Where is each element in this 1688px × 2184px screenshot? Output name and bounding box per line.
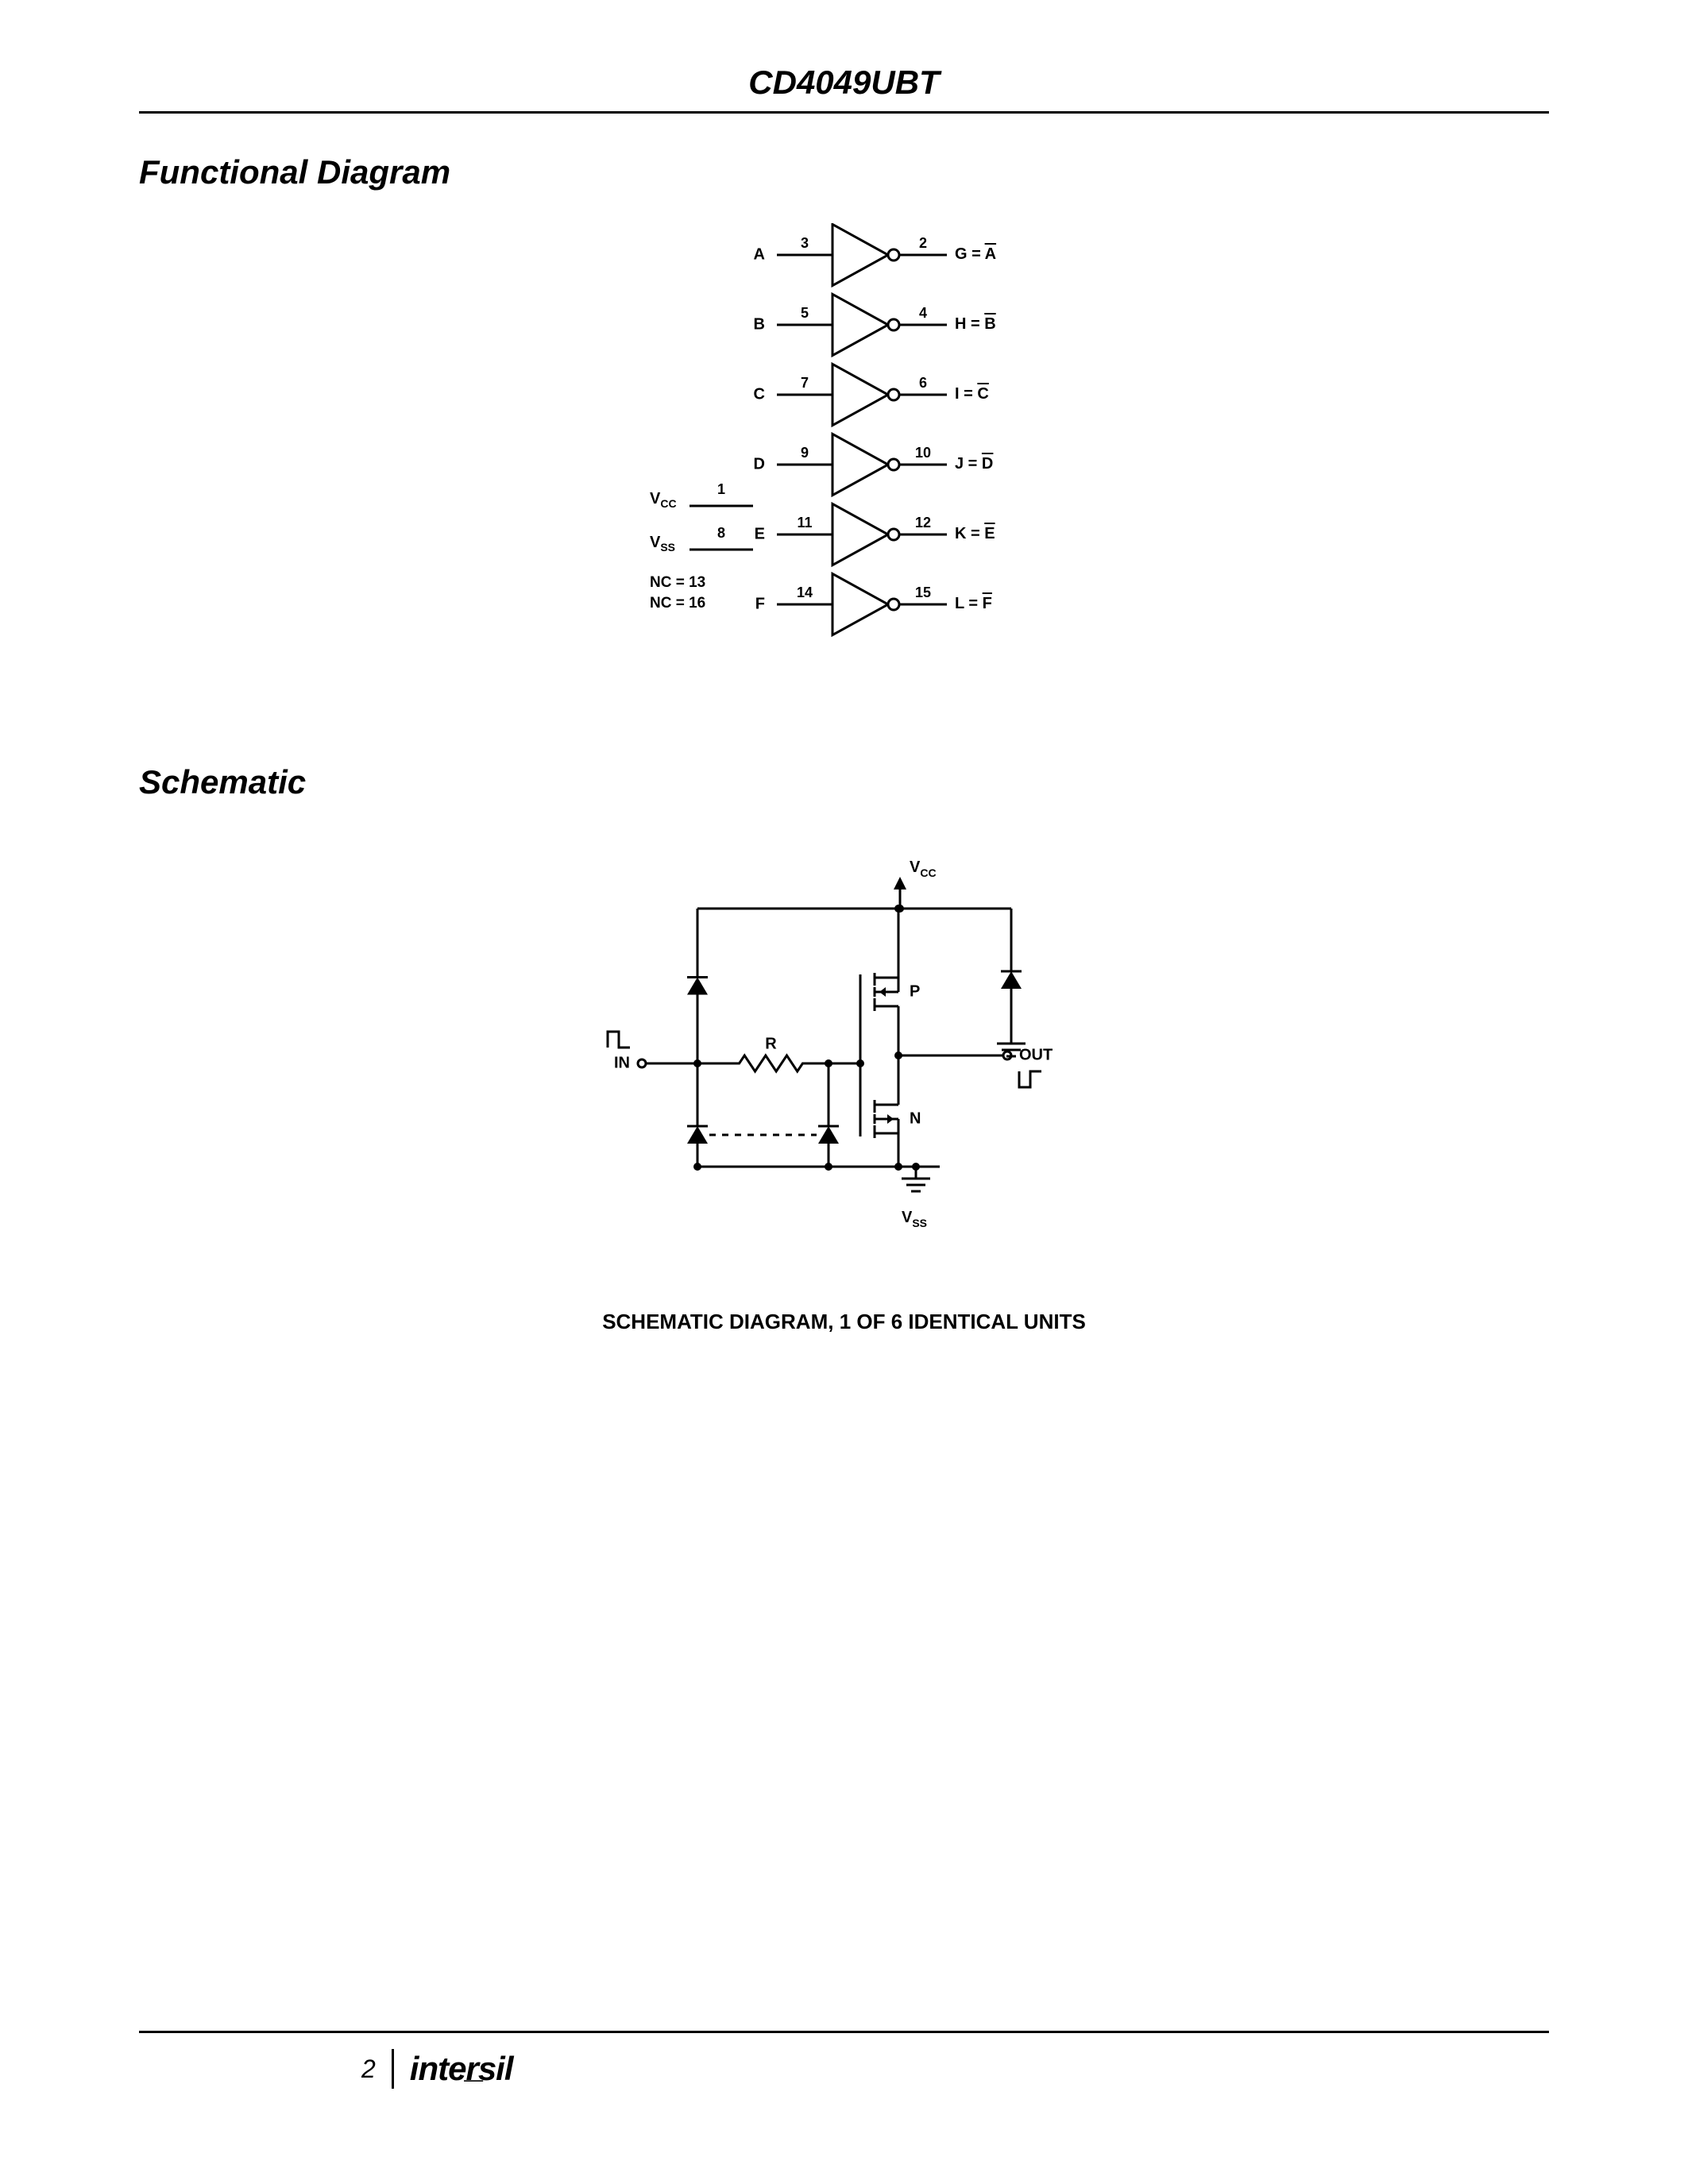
svg-text:A: A (753, 245, 764, 263)
svg-text:5: 5 (800, 305, 808, 321)
functional-diagram: A 3 2 G = A B 5 4 H = B C 7 6 I = C D 9 10 J = D E 11 12 K … (139, 223, 1549, 668)
page-title: CD4049UBT (139, 64, 1549, 111)
svg-text:R: R (765, 1035, 777, 1052)
svg-text:J = D: J = D (955, 455, 993, 473)
svg-text:12: 12 (914, 515, 930, 531)
svg-text:10: 10 (914, 445, 930, 461)
svg-text:B: B (753, 315, 764, 333)
svg-text:C: C (753, 385, 764, 403)
page-number: 2 (361, 2055, 376, 2084)
svg-text:14: 14 (796, 585, 812, 600)
svg-text:VCC: VCC (910, 859, 937, 879)
svg-text:F: F (755, 595, 764, 612)
svg-text:1: 1 (717, 481, 724, 497)
svg-text:D: D (753, 455, 764, 473)
header-rule (139, 111, 1549, 114)
svg-text:4: 4 (918, 305, 926, 321)
svg-text:N: N (910, 1109, 921, 1127)
svg-text:15: 15 (914, 585, 930, 600)
svg-text:I = C: I = C (955, 385, 989, 403)
svg-text:VSS: VSS (902, 1209, 927, 1229)
svg-text:3: 3 (800, 235, 808, 251)
svg-text:VCC: VCC (650, 490, 677, 509)
schematic-caption: SCHEMATIC DIAGRAM, 1 OF 6 IDENTICAL UNIT… (139, 1310, 1549, 1334)
svg-text:IN: IN (614, 1054, 630, 1071)
svg-text:7: 7 (800, 375, 808, 391)
svg-text:NC = 13: NC = 13 (650, 574, 705, 591)
svg-text:H = B: H = B (955, 315, 996, 333)
svg-text:NC = 16: NC = 16 (650, 595, 705, 612)
svg-text:11: 11 (797, 515, 812, 531)
section-schematic-title: Schematic (139, 763, 1549, 801)
footer-logo: inter_sil (410, 2050, 513, 2088)
svg-text:G = A: G = A (955, 245, 996, 263)
page-footer: 2 inter_sil (139, 2031, 1549, 2089)
svg-text:8: 8 (717, 525, 724, 541)
svg-text:6: 6 (918, 375, 926, 391)
svg-text:2: 2 (918, 235, 926, 251)
schematic-diagram: VCC IN R P N OUT VSS (139, 833, 1549, 1270)
svg-text:9: 9 (800, 445, 808, 461)
section-functional-title: Functional Diagram (139, 153, 1549, 191)
svg-text:L = F: L = F (955, 595, 992, 612)
svg-text:VSS: VSS (650, 534, 675, 553)
svg-text:K = E: K = E (955, 525, 995, 542)
svg-text:P: P (910, 982, 920, 1000)
svg-text:OUT: OUT (1019, 1046, 1053, 1063)
svg-text:E: E (754, 525, 764, 542)
